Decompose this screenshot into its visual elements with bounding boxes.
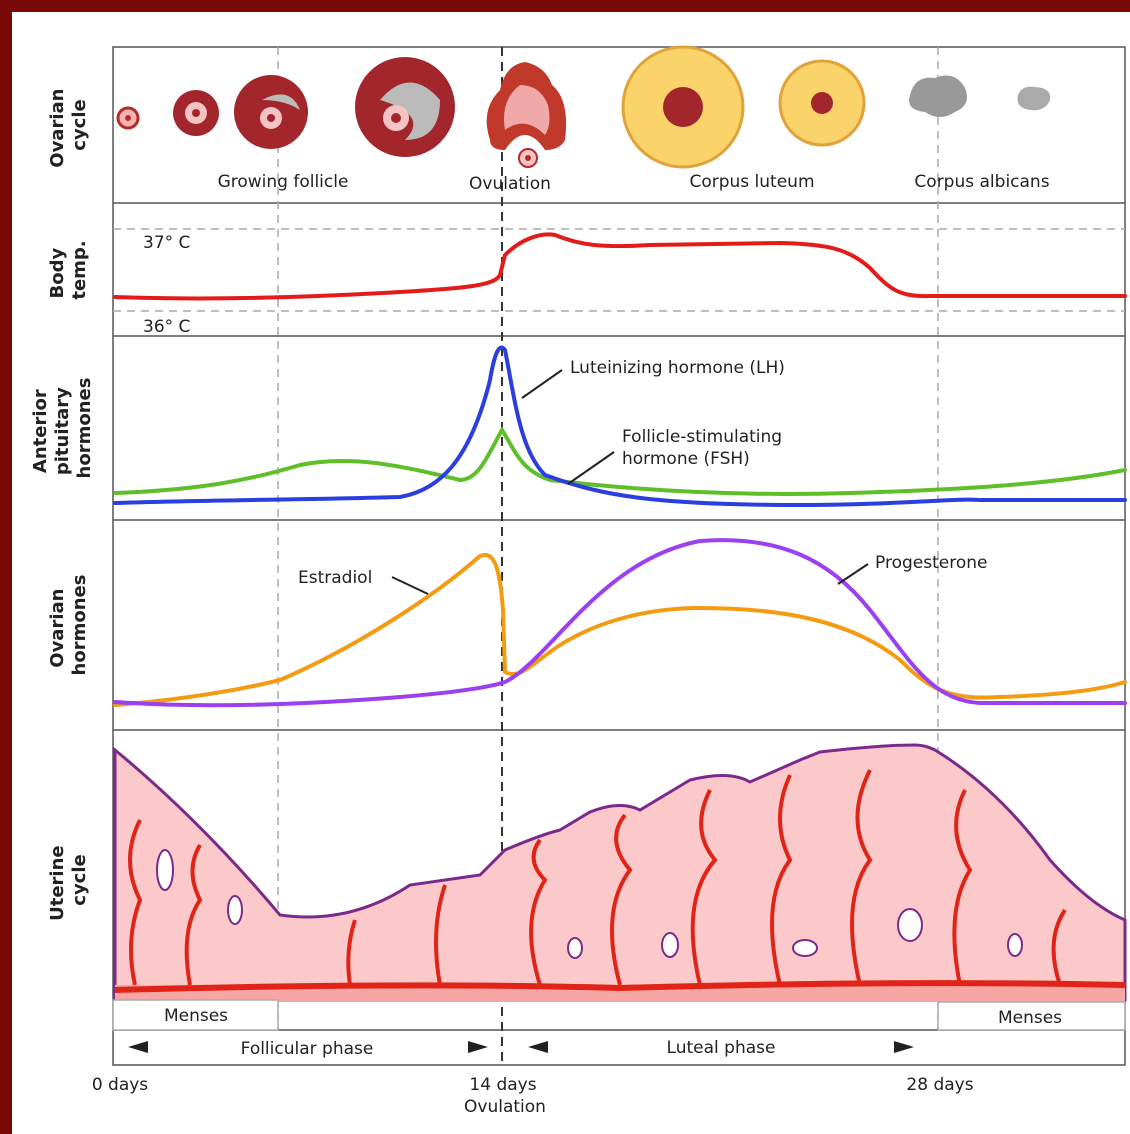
label-line: hormone (FSH) (622, 449, 750, 469)
hormone-label: Luteinizing hormone (LH) (570, 358, 785, 378)
temp-label: 36° C (143, 317, 190, 337)
axis-label: 14 days (469, 1075, 536, 1095)
page: Ovarian cycle Body temp. Anterior pituit… (0, 0, 1130, 1134)
axis-note: Ovulation (464, 1097, 546, 1117)
label-line: Anterior (30, 389, 51, 473)
panel-label: Body temp. (47, 240, 90, 299)
label-line: hormones (69, 575, 90, 676)
panel-label: Anterior pituitary hormones (30, 378, 95, 479)
label-line: Body (47, 248, 68, 299)
label-line: cycle (69, 854, 90, 905)
temp-label: 37° C (143, 233, 190, 253)
stage-label: Corpus luteum (689, 172, 814, 192)
hormone-label: Progesterone (875, 553, 987, 573)
label-line: Uterine (47, 845, 68, 921)
label-line: pituitary (52, 387, 73, 475)
panel-label: Ovarian hormones (47, 575, 90, 676)
label-line: Ovarian (47, 589, 68, 668)
menses-label: Menses (164, 1006, 228, 1026)
phase-label: Luteal phase (667, 1038, 776, 1058)
stage-label: Ovulation (469, 174, 551, 194)
label-line: cycle (69, 99, 90, 150)
phase-label: Follicular phase (241, 1039, 374, 1059)
menses-label: Menses (998, 1008, 1062, 1028)
axis-label: 28 days (906, 1075, 973, 1095)
label-line: Follicle-stimulating (622, 427, 782, 447)
diagram: Ovarian cycle Body temp. Anterior pituit… (0, 0, 1130, 1134)
label-line: hormones (74, 378, 95, 479)
label-line: Ovarian (47, 89, 68, 168)
stage-label: Growing follicle (218, 172, 349, 192)
label-line: temp. (69, 240, 90, 299)
hormone-label: Estradiol (298, 568, 372, 588)
axis-label: 0 days (92, 1075, 148, 1095)
stage-label: Corpus albicans (914, 172, 1049, 192)
